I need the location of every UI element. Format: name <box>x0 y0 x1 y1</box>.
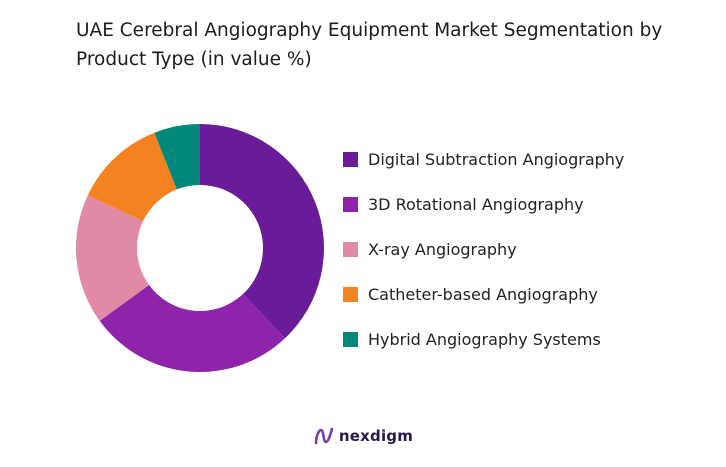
legend-swatch <box>343 196 358 212</box>
legend-swatch <box>343 151 358 167</box>
donut-slices <box>76 124 324 372</box>
legend-label: 3D Rotational Angiography <box>368 194 584 214</box>
brand-name: nexdigm <box>338 427 414 445</box>
donut-slice-5 <box>154 124 200 190</box>
legend-label: Hybrid Angiography Systems <box>368 329 601 349</box>
legend-item: Hybrid Angiography Systems <box>343 328 624 350</box>
legend-swatch <box>343 286 358 302</box>
chart-legend: Digital Subtraction Angiography 3D Rotati… <box>343 148 624 373</box>
donut-slice-2 <box>99 285 285 372</box>
legend-swatch <box>343 331 358 347</box>
legend-item: X-ray Angiography <box>343 238 624 260</box>
chart-title: UAE Cerebral Angiography Equipment Marke… <box>76 20 663 70</box>
legend-item: 3D Rotational Angiography <box>343 193 624 215</box>
legend-item: Digital Subtraction Angiography <box>343 148 624 170</box>
brand: nexdigm <box>0 426 726 446</box>
legend-label: X-ray Angiography <box>368 239 517 259</box>
nexdigm-logo-icon <box>314 427 334 445</box>
donut-slice-4 <box>87 132 177 222</box>
legend-swatch <box>343 241 358 257</box>
legend-label: Digital Subtraction Angiography <box>368 149 625 169</box>
legend-label: Catheter-based Angiography <box>368 284 598 304</box>
legend-item: Catheter-based Angiography <box>343 283 624 305</box>
donut-slice-3 <box>76 195 150 321</box>
donut-slice-1 <box>200 124 324 339</box>
